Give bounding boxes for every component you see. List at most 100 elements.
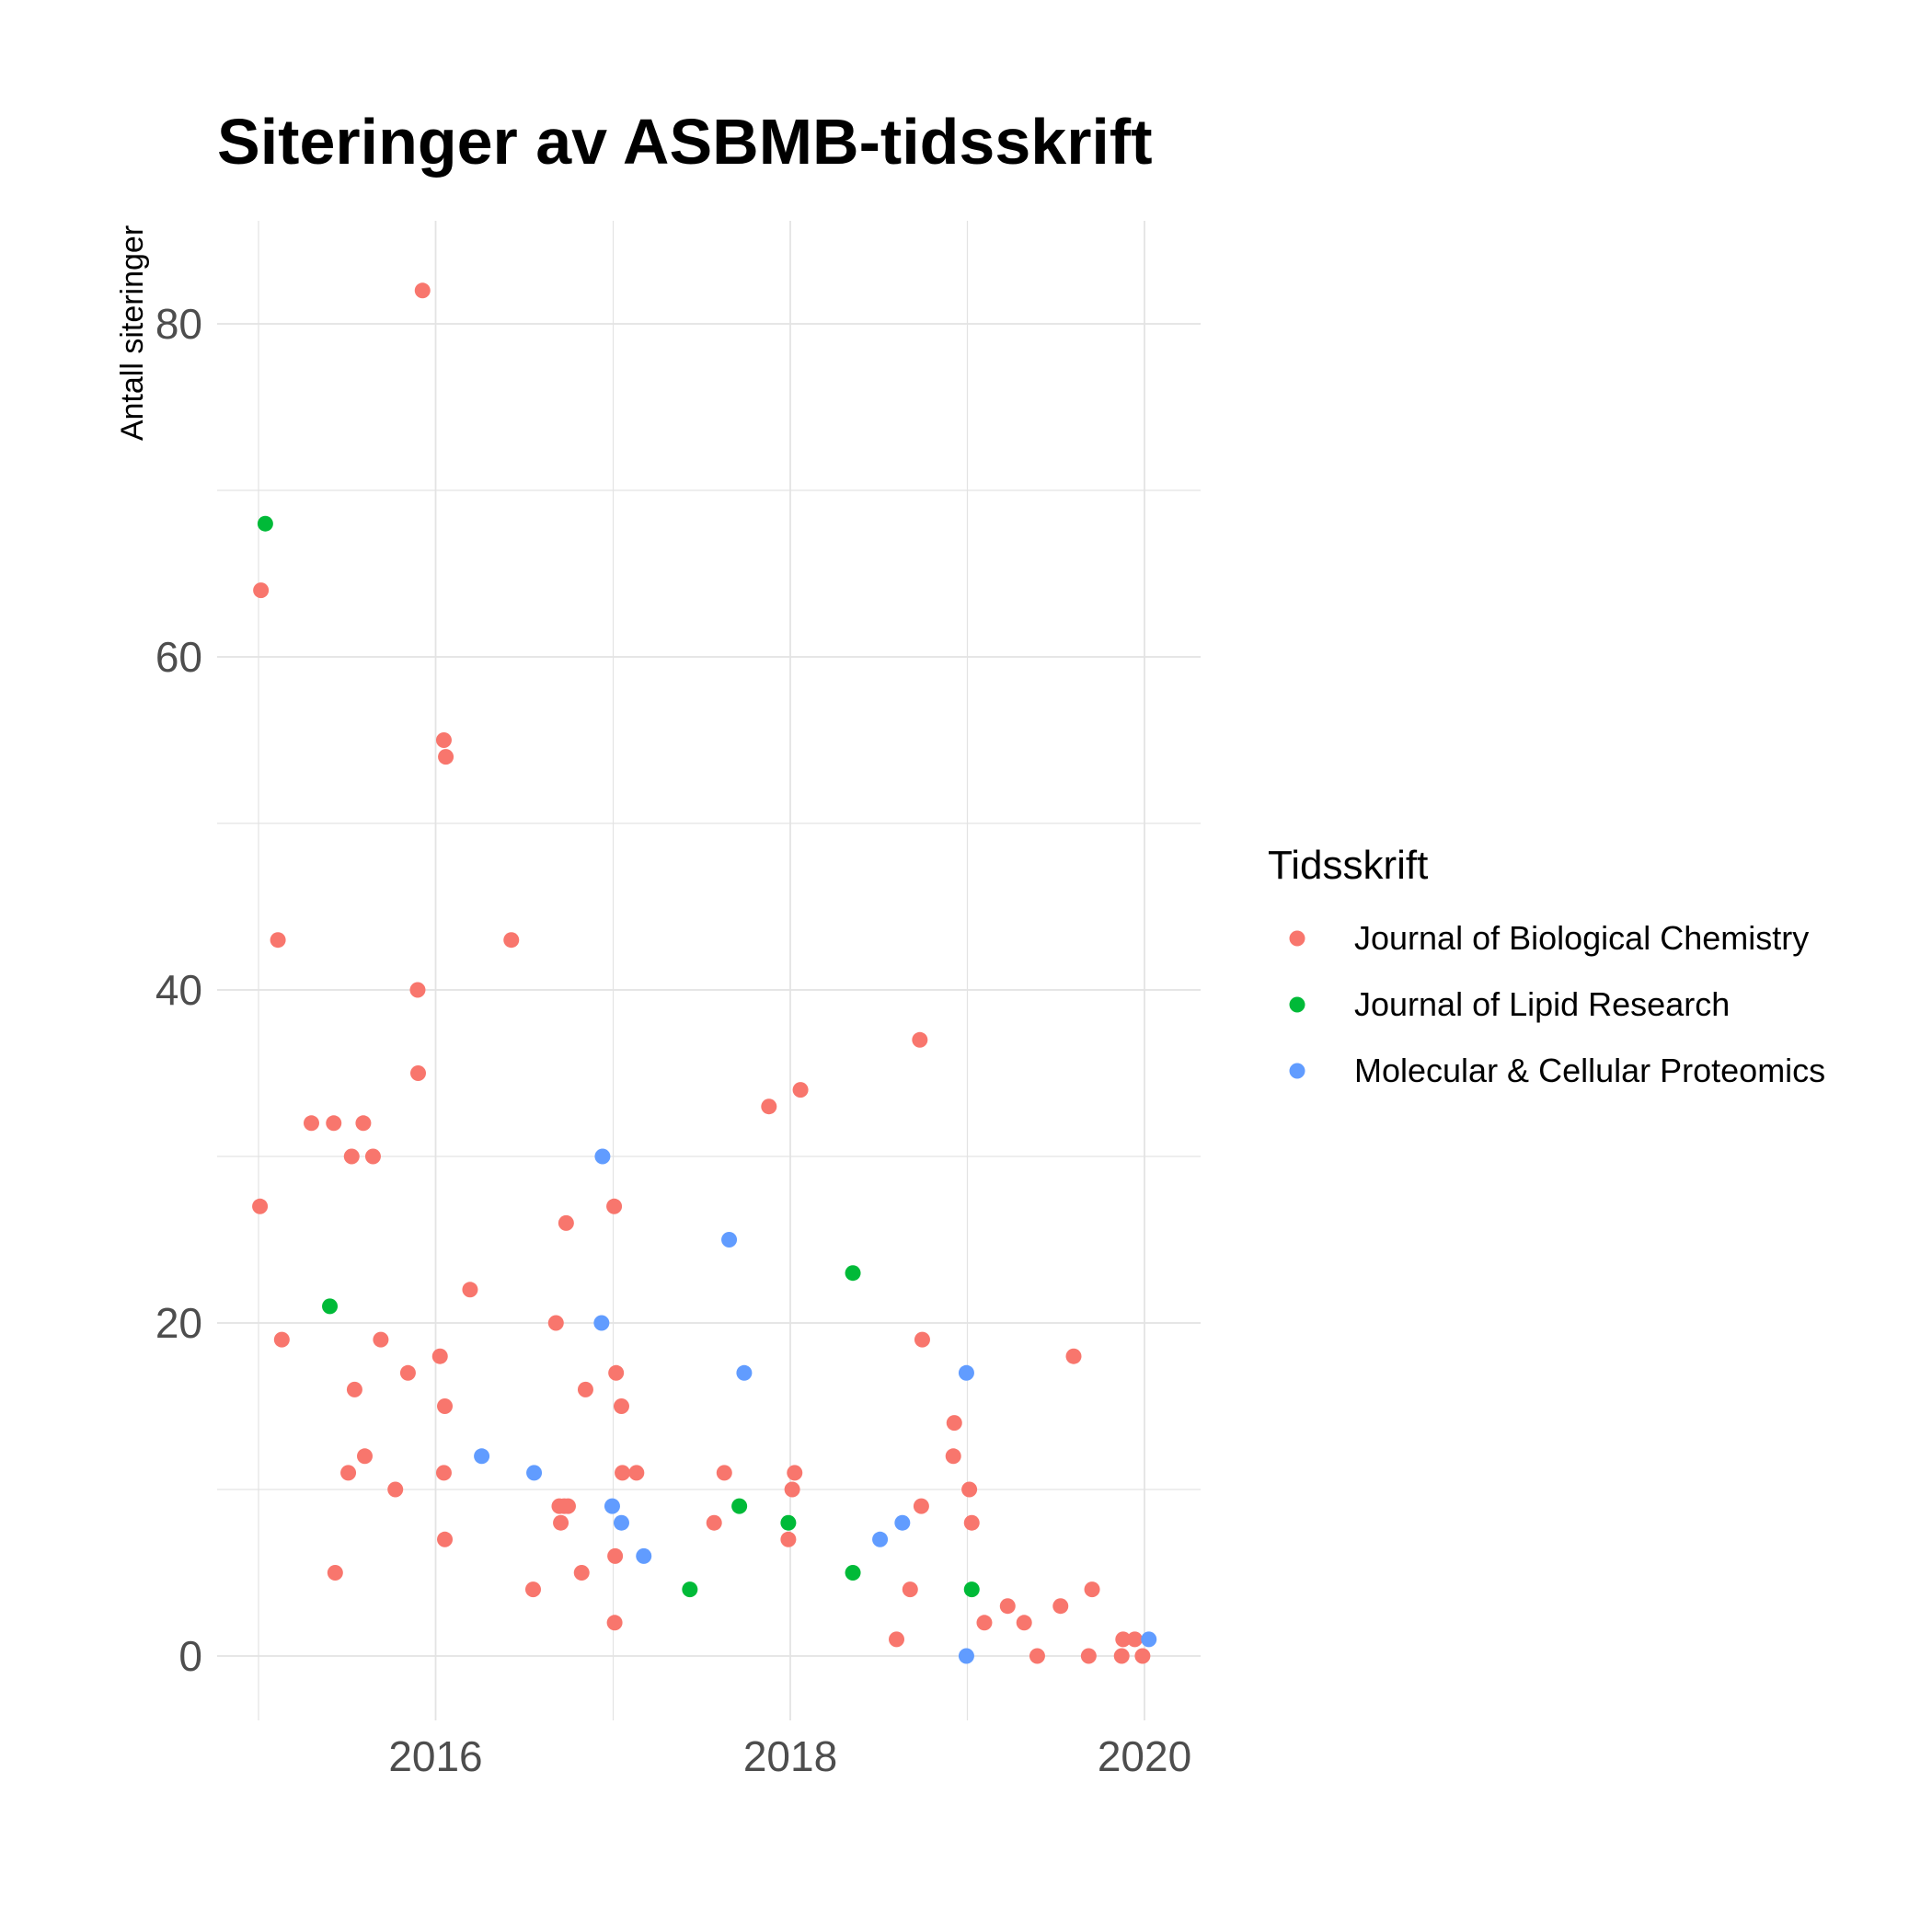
data-point <box>559 1498 576 1514</box>
legend-key <box>1289 930 1305 947</box>
data-point <box>1016 1615 1032 1631</box>
legend-label: Journal of Biological Chemistry <box>1354 919 1809 957</box>
data-point <box>1126 1631 1143 1648</box>
y-tick-label: 0 <box>178 1632 202 1680</box>
data-point <box>845 1265 861 1282</box>
data-point <box>958 1648 974 1664</box>
data-point <box>593 1315 610 1331</box>
data-point <box>606 1615 623 1631</box>
data-point <box>613 1398 629 1414</box>
data-point <box>327 1565 343 1581</box>
data-point <box>761 1098 777 1115</box>
data-point <box>889 1631 905 1648</box>
grid-layer <box>217 221 1201 1720</box>
data-point <box>613 1514 629 1531</box>
legend-key <box>1289 1063 1305 1079</box>
data-point <box>303 1115 319 1132</box>
chart-title: Siteringer av ASBMB-tidsskrift <box>217 106 1153 178</box>
y-tick-label: 40 <box>155 966 202 1014</box>
y-axis-title: Antall siteringer <box>115 225 150 441</box>
data-point <box>963 1581 980 1598</box>
data-point <box>431 1348 448 1364</box>
data-point <box>414 282 431 299</box>
data-point <box>999 1598 1016 1615</box>
data-point <box>435 1465 452 1481</box>
data-point <box>462 1282 478 1298</box>
y-tick-label: 80 <box>155 300 202 348</box>
data-point <box>340 1465 357 1481</box>
data-point <box>346 1381 362 1397</box>
data-point <box>607 1547 624 1564</box>
data-point <box>963 1514 980 1531</box>
data-point <box>1134 1648 1151 1664</box>
data-point <box>1052 1598 1069 1615</box>
data-point <box>356 1448 373 1465</box>
data-point <box>409 982 426 998</box>
data-point <box>474 1448 490 1465</box>
data-point <box>606 1198 623 1214</box>
data-point <box>253 582 270 599</box>
data-point <box>438 749 454 765</box>
data-point <box>526 1465 543 1481</box>
data-point <box>780 1514 797 1531</box>
data-point <box>958 1364 974 1381</box>
legend-label: Molecular & Cellular Proteomics <box>1354 1052 1825 1089</box>
data-point <box>976 1615 993 1631</box>
data-point <box>1029 1648 1045 1664</box>
data-point <box>1065 1348 1082 1364</box>
data-point <box>373 1331 389 1348</box>
data-point <box>252 1198 269 1214</box>
data-point <box>736 1364 753 1381</box>
legend-key <box>1289 996 1305 1013</box>
data-point <box>594 1148 611 1165</box>
data-point <box>1115 1631 1132 1648</box>
data-point <box>547 1315 564 1331</box>
data-point <box>524 1581 541 1598</box>
data-point <box>912 1031 928 1048</box>
data-point <box>894 1514 911 1531</box>
data-point <box>435 732 452 748</box>
legend-label: Journal of Lipid Research <box>1354 985 1730 1023</box>
data-point <box>326 1115 342 1132</box>
data-point <box>437 1531 454 1547</box>
data-point <box>270 932 286 949</box>
axis-labels: 0 20 40 60 80 2016 2018 2020 <box>155 300 1191 1780</box>
data-point <box>902 1581 918 1598</box>
data-point <box>553 1514 569 1531</box>
y-tick-label: 20 <box>155 1299 202 1347</box>
data-point <box>784 1481 800 1498</box>
points-layer <box>252 282 1157 1664</box>
data-point <box>577 1381 593 1397</box>
data-point <box>355 1115 372 1132</box>
data-point <box>1084 1581 1100 1598</box>
data-point <box>845 1565 861 1581</box>
data-point <box>945 1448 961 1465</box>
data-point <box>257 515 273 532</box>
data-point <box>503 932 520 949</box>
data-point <box>604 1498 620 1514</box>
data-point <box>1113 1648 1130 1664</box>
data-point <box>399 1364 416 1381</box>
data-point <box>410 1065 427 1081</box>
data-point <box>914 1331 930 1348</box>
data-point <box>636 1547 652 1564</box>
data-point <box>961 1481 978 1498</box>
data-point <box>716 1465 732 1481</box>
data-point <box>872 1531 889 1547</box>
x-tick-label: 2018 <box>743 1732 837 1780</box>
data-point <box>946 1415 962 1432</box>
data-point <box>437 1398 454 1414</box>
data-point <box>721 1232 738 1248</box>
legend-title: Tidsskrift <box>1268 843 1428 888</box>
data-point <box>615 1465 631 1481</box>
data-point <box>628 1465 645 1481</box>
data-point <box>731 1498 748 1514</box>
x-tick-label: 2020 <box>1098 1732 1191 1780</box>
data-point <box>273 1331 290 1348</box>
data-point <box>387 1481 404 1498</box>
data-point <box>343 1148 360 1165</box>
data-point <box>322 1298 339 1315</box>
x-tick-label: 2016 <box>388 1732 482 1780</box>
y-tick-label: 60 <box>155 633 202 681</box>
